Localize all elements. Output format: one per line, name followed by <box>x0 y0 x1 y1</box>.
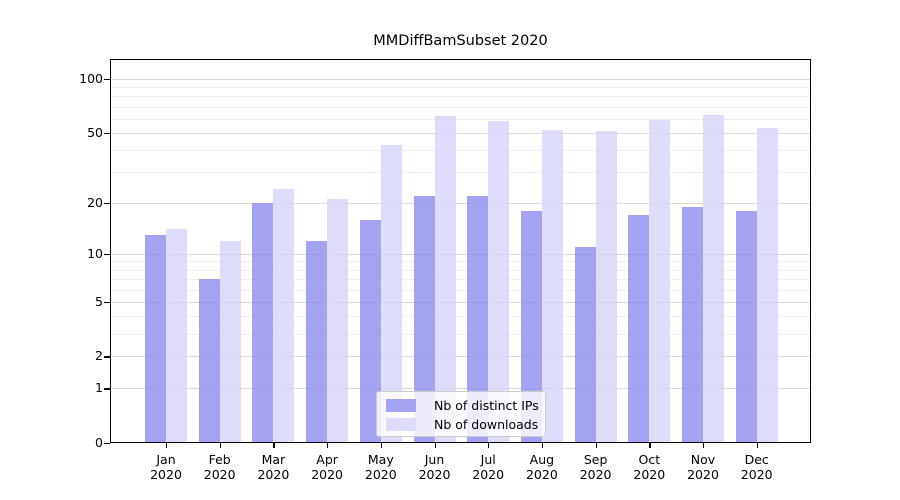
y-tick-label: 1 <box>95 380 103 396</box>
x-tick-label: Sep 2020 <box>579 452 612 482</box>
x-tick-label: Apr 2020 <box>311 452 343 482</box>
bar-downloads-mar <box>273 189 295 443</box>
bar-distinct-ips-nov <box>682 206 703 443</box>
bar-downloads-jul <box>488 121 510 443</box>
bar-distinct-ips-oct <box>628 215 650 443</box>
x-tick-label: Feb 2020 <box>203 452 236 482</box>
x-tick-label: Dec 2020 <box>740 452 773 482</box>
bar-downloads-sep <box>595 131 617 443</box>
bar-distinct-ips-aug <box>520 210 542 443</box>
bar-distinct-ips-sep <box>574 247 596 443</box>
y-tick-label: 5 <box>95 293 103 309</box>
x-tick-label: Jul 2020 <box>472 452 505 482</box>
minor-gridline <box>110 150 811 152</box>
bar-distinct-ips-dec <box>735 210 757 443</box>
x-tick-mark <box>488 443 490 448</box>
x-tick-label: Oct 2020 <box>633 452 666 482</box>
x-tick-mark <box>219 443 221 448</box>
x-tick-label: May 2020 <box>364 452 397 482</box>
y-tick-label: 100 <box>79 71 103 86</box>
bar-distinct-ips-may <box>359 219 381 443</box>
x-tick-label: Mar 2020 <box>257 452 290 482</box>
y-tick-label: 0 <box>95 435 103 450</box>
bar-downloads-aug <box>541 129 563 443</box>
x-tick-mark <box>649 443 651 448</box>
y-tick-mark <box>104 253 110 256</box>
major-gridline <box>110 388 811 390</box>
minor-gridline <box>110 261 811 263</box>
y-tick-label: 50 <box>87 124 103 140</box>
minor-gridline <box>110 279 811 280</box>
legend-label-distinct-ips: Nb of distinct IPs <box>434 398 539 413</box>
major-gridline <box>110 253 811 255</box>
chart-title: MMDiffBamSubset 2020 <box>373 33 548 49</box>
bar-downloads-jan <box>166 229 187 443</box>
major-gridline <box>110 202 811 204</box>
x-tick-mark <box>166 443 168 448</box>
minor-gridline <box>110 87 811 89</box>
bar-downloads-feb <box>219 240 241 443</box>
minor-gridline <box>110 172 811 174</box>
x-tick-label: Aug 2020 <box>525 452 558 482</box>
minor-gridline <box>110 316 811 318</box>
major-gridline <box>110 79 811 80</box>
y-tick-mark <box>104 79 110 81</box>
bar-distinct-ips-jul <box>467 195 489 443</box>
y-tick-mark <box>104 132 110 135</box>
bar-distinct-ips-feb <box>198 279 220 443</box>
bar-distinct-ips-apr <box>306 240 328 443</box>
y-tick-label: 10 <box>87 245 103 261</box>
legend-label-downloads: Nb of downloads <box>434 417 539 432</box>
legend-swatch-downloads <box>386 418 416 431</box>
bar-downloads-dec <box>756 128 778 443</box>
y-tick-mark <box>104 388 110 390</box>
y-tick-label: 2 <box>95 348 103 364</box>
major-gridline <box>110 301 811 303</box>
major-gridline <box>110 132 811 134</box>
minor-gridline <box>110 96 811 98</box>
y-tick-mark <box>104 301 110 303</box>
y-tick-mark <box>104 443 110 445</box>
bar-downloads-may <box>380 144 402 443</box>
x-tick-label: Nov 2020 <box>687 452 719 482</box>
x-tick-mark <box>756 443 758 448</box>
major-gridline <box>110 356 811 358</box>
bar-downloads-apr <box>327 199 349 443</box>
x-tick-mark <box>327 443 329 448</box>
minor-gridline <box>110 289 811 291</box>
bar-distinct-ips-jan <box>145 234 166 443</box>
y-tick-label: 20 <box>87 194 103 210</box>
x-tick-mark <box>703 443 705 448</box>
x-tick-mark <box>434 443 436 448</box>
x-tick-mark <box>541 443 544 448</box>
y-tick-mark <box>104 356 110 358</box>
minor-gridline <box>110 106 811 108</box>
minor-gridline <box>110 269 811 271</box>
bar-distinct-ips-jun <box>413 195 435 443</box>
bar-distinct-ips-mar <box>252 202 274 443</box>
minor-gridline <box>110 118 811 120</box>
x-tick-mark <box>273 443 275 448</box>
x-tick-label: Jun 2020 <box>418 452 451 482</box>
x-tick-mark <box>380 443 383 448</box>
x-tick-mark <box>595 443 597 448</box>
legend: Nb of distinct IPs Nb of downloads <box>376 391 546 437</box>
x-tick-label: Jan 2020 <box>150 452 182 482</box>
minor-gridline <box>110 333 811 335</box>
legend-swatch-distinct-ips <box>386 399 416 412</box>
bar-downloads-oct <box>649 120 671 443</box>
bar-downloads-nov <box>703 115 724 443</box>
bar-downloads-jun <box>434 116 456 443</box>
y-tick-mark <box>104 202 110 205</box>
